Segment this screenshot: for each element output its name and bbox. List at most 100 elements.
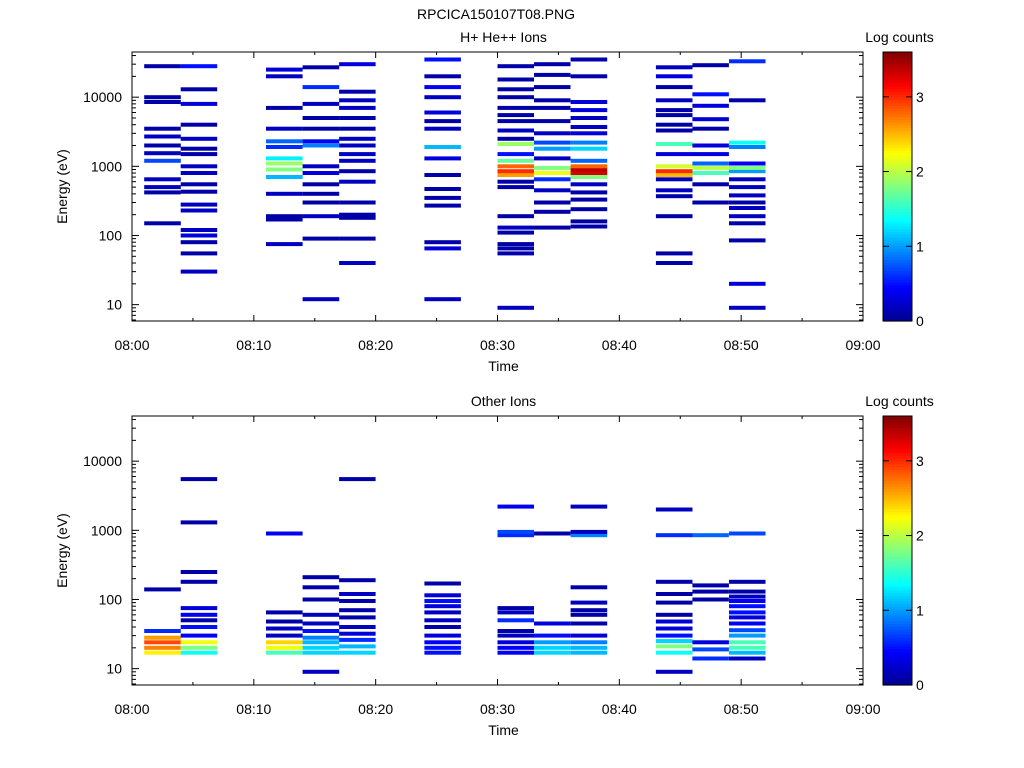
bin-1-2-4 <box>266 626 303 631</box>
y-tick-label: 10 <box>106 297 122 313</box>
colorbar-segment <box>883 668 912 672</box>
bin-0-1-5 <box>180 208 218 213</box>
bin-0-9-16 <box>655 85 693 90</box>
colorbar-segment <box>883 679 912 683</box>
colorbar-segment <box>883 497 912 501</box>
bin-0-3-3 <box>302 200 340 205</box>
bin-1-2-3 <box>266 633 303 638</box>
bin-0-4-12 <box>339 116 376 120</box>
bin-1-9-12 <box>655 507 693 512</box>
bin-0-8-10 <box>570 158 608 163</box>
bin-0-8-1 <box>570 219 608 224</box>
bin-0-3-10 <box>302 126 340 131</box>
bin-0-7-3 <box>534 188 571 193</box>
bin-0-5-11 <box>424 110 461 115</box>
bin-0-3-0 <box>302 297 340 302</box>
colorbar-segment <box>883 169 912 174</box>
bin-1-2-2 <box>266 640 303 645</box>
bin-0-2-12 <box>266 74 303 79</box>
bin-0-9-14 <box>655 108 693 113</box>
bin-0-9-9 <box>655 152 693 157</box>
bin-0-0-1 <box>144 190 181 195</box>
colorbar-segment <box>883 544 912 549</box>
colorbar-tick-label: 3 <box>916 89 924 105</box>
bin-1-6-8 <box>497 533 534 538</box>
bin-1-8-0 <box>570 650 608 655</box>
colorbar-segment <box>883 225 912 230</box>
bin-1-10-1 <box>692 647 729 652</box>
colorbar-tick-label: 2 <box>916 164 924 180</box>
bin-1-1-8 <box>180 579 218 584</box>
bin-0-7-14 <box>534 85 571 90</box>
colorbar-segment <box>883 502 912 507</box>
y-tick-label: 100 <box>99 591 123 607</box>
colorbar-segment <box>883 480 912 484</box>
colorbar-segment <box>883 200 912 204</box>
bin-1-7-2 <box>534 640 571 645</box>
bin-1-9-11 <box>655 533 693 538</box>
colorbar-segment <box>883 68 912 73</box>
colorbar-segment <box>883 242 912 246</box>
bin-0-9-2 <box>655 214 693 219</box>
colorbar-segment <box>883 578 912 582</box>
colorbar-segment <box>883 612 912 616</box>
colorbar-segment <box>883 665 912 669</box>
bin-0-2-3 <box>266 191 303 196</box>
colorbar-segment <box>883 116 912 120</box>
bin-0-11-12 <box>729 161 766 166</box>
colorbar-segment <box>883 598 912 602</box>
colorbar-segment <box>883 483 912 487</box>
bin-1-2-6 <box>266 610 303 615</box>
colorbar-segment <box>883 141 912 146</box>
colorbar-segment <box>883 648 912 652</box>
colorbar-segment <box>883 589 912 594</box>
colorbar-segment <box>883 122 912 126</box>
panel-title: H+ He++ Ions <box>460 29 547 45</box>
colorbar-segment <box>883 186 912 190</box>
colorbar-segment <box>883 54 912 59</box>
bin-0-6-6 <box>497 214 534 219</box>
bin-0-4-2 <box>339 215 376 220</box>
x-tick-label: 08:40 <box>602 701 637 717</box>
bin-0-11-4 <box>729 214 766 219</box>
bin-0-4-5 <box>339 179 376 184</box>
colorbar-segment <box>883 628 912 633</box>
colorbar-tick-label: 0 <box>916 313 924 329</box>
colorbar-segment <box>883 290 912 294</box>
bin-0-8-6 <box>570 175 608 179</box>
bin-0-8-9 <box>570 164 608 169</box>
x-tick-label: 09:00 <box>845 701 880 717</box>
colorbar-segment <box>883 623 912 627</box>
bin-1-11-2 <box>729 645 766 650</box>
bin-0-6-15 <box>497 136 534 141</box>
bin-1-10-3 <box>692 597 729 602</box>
colorbar-segment <box>883 446 912 451</box>
bin-0-6-12 <box>497 158 534 163</box>
colorbar-segment <box>883 66 912 70</box>
bin-0-0-9 <box>144 100 181 104</box>
bin-0-8-15 <box>570 116 608 120</box>
x-tick-label: 08:30 <box>480 337 515 353</box>
bin-1-3-9 <box>302 585 340 590</box>
colorbar-segment <box>883 556 912 560</box>
colorbar-segment <box>883 474 912 479</box>
bin-0-6-19 <box>497 105 534 110</box>
colorbar-segment <box>883 152 912 157</box>
bin-0-4-7 <box>339 158 376 163</box>
bin-0-9-13 <box>655 113 693 118</box>
bin-1-3-0 <box>302 669 340 674</box>
bin-0-3-7 <box>302 164 340 169</box>
bin-1-4-2 <box>339 637 376 642</box>
bin-1-11-9 <box>729 604 766 609</box>
bin-1-2-5 <box>266 619 303 624</box>
bin-0-7-2 <box>534 200 571 205</box>
bin-1-6-3 <box>497 633 534 638</box>
bin-0-7-13 <box>534 98 571 103</box>
bin-0-9-17 <box>655 74 693 79</box>
colorbar-segment <box>883 516 912 521</box>
x-tick-label: 08:40 <box>602 337 637 353</box>
bin-0-4-0 <box>339 261 376 265</box>
y-tick-label: 1000 <box>91 522 122 538</box>
bin-0-2-2 <box>266 214 303 219</box>
panel-title: Other Ions <box>471 393 536 409</box>
